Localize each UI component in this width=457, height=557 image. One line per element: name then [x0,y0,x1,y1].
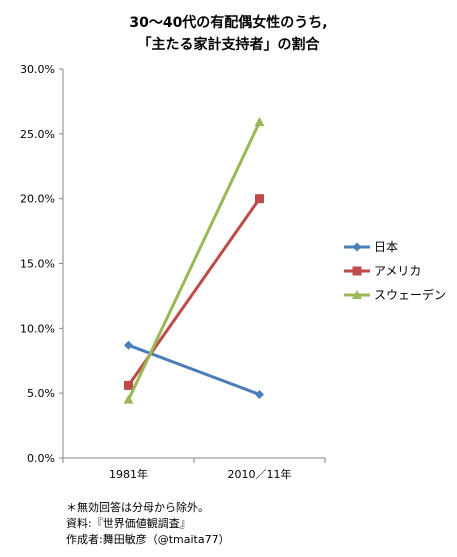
x-tick-label: 2010／11年 [228,467,292,481]
series-0 [124,340,264,399]
chart-title-line-2: 「主たる家計支持者」の割合 [137,37,320,53]
legend-label: スウェーデン [374,287,446,302]
y-tick-label: 30.0% [20,63,55,76]
y-tick-label: 25.0% [20,128,55,141]
y-axis-ticks: 0.0% 5.0% 10.0% 15.0% 20.0% 25.0% 30.0% [20,63,63,465]
legend-item: アメリカ [344,264,421,278]
chart-title: 30〜40代の有配偶女性のうち, 「主たる家計支持者」の割合 [0,12,457,56]
x-axis-ticks: 1981年 2010／11年 [62,458,326,481]
legend-item: 日本 [344,240,398,254]
chart-title-line-1: 30〜40代の有配偶女性のうち, [129,15,328,31]
y-tick-label: 15.0% [20,258,55,271]
series-2 [123,117,265,404]
legend-swatch-marker [352,242,362,252]
note-source: 資料:『世界価値観調査』 [66,517,191,530]
chart-series [123,117,265,404]
y-tick-label: 5.0% [27,387,55,400]
data-point [123,394,134,404]
series-line [127,343,261,396]
legend-swatch-marker [352,266,362,276]
data-point [124,340,133,350]
note-invalid-answers: ＊無効回答は分母から除外。 [66,501,209,514]
data-point [255,389,264,399]
series-line [127,121,261,401]
y-tick-label: 10.0% [20,322,55,335]
series-1 [124,194,264,390]
y-tick-label: 0.0% [27,452,55,465]
x-tick-label: 1981年 [109,467,148,481]
legend-swatch-marker [352,290,362,299]
data-point [255,194,264,204]
note-author: 作成者:舞田敏彦（@tmaita77） [66,533,230,546]
data-point [124,380,133,390]
chart-notes: ＊無効回答は分母から除外。 資料:『世界価値観調査』 作成者:舞田敏彦（@tma… [66,500,230,548]
y-tick-label: 20.0% [20,193,55,206]
legend-label: アメリカ [374,264,421,278]
legend-item: スウェーデン [344,287,446,302]
data-point [254,117,265,127]
legend-label: 日本 [374,240,398,254]
